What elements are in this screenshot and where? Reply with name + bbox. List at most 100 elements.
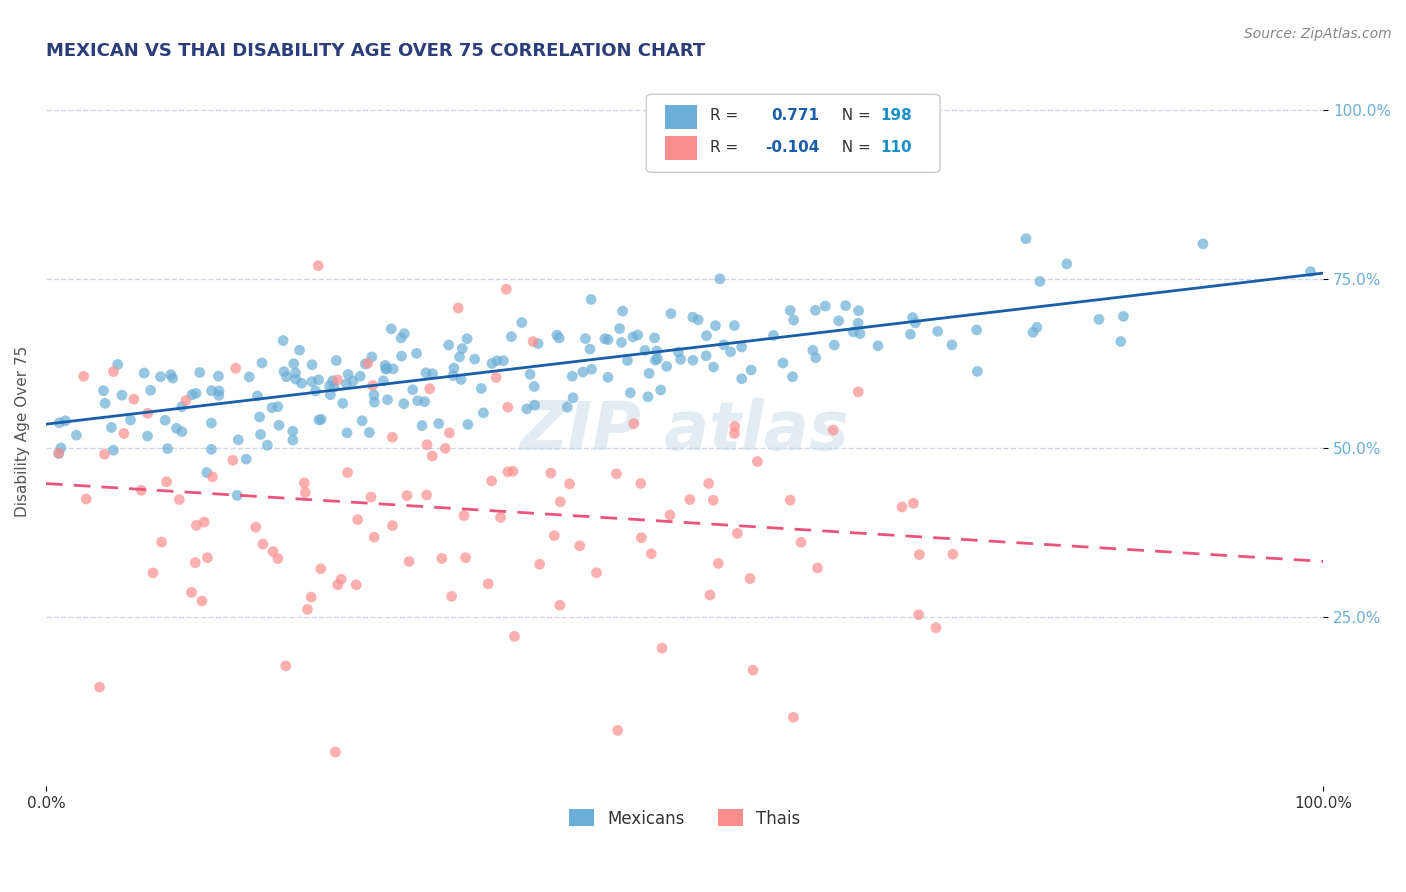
Mexicans [394, 326, 416, 341]
Mexicans [363, 388, 385, 402]
Thais [707, 557, 730, 571]
Mexicans [382, 362, 405, 376]
Thais [495, 282, 517, 296]
Mexicans [695, 349, 717, 363]
Mexicans [207, 369, 229, 384]
Mexicans [510, 316, 533, 330]
Thais [522, 334, 544, 349]
Text: N =: N = [831, 108, 875, 123]
Thais [605, 467, 627, 481]
Thais [344, 578, 367, 592]
Mexicans [200, 416, 222, 430]
Text: MEXICAN VS THAI DISABILITY AGE OVER 75 CORRELATION CHART: MEXICAN VS THAI DISABILITY AGE OVER 75 C… [46, 42, 706, 60]
Thais [252, 537, 274, 551]
Thais [529, 558, 551, 572]
Thais [156, 475, 179, 489]
Thais [201, 470, 224, 484]
Thais [262, 544, 284, 558]
Thais [197, 550, 219, 565]
Thais [294, 485, 316, 500]
Mexicans [139, 383, 162, 397]
Mexicans [650, 383, 672, 397]
Mexicans [235, 452, 257, 467]
Mexicans [779, 303, 801, 318]
Mexicans [389, 331, 412, 345]
Thais [903, 496, 925, 510]
Mexicans [308, 413, 330, 427]
Mexicans [170, 400, 193, 414]
Mexicans [195, 466, 218, 480]
Mexicans [904, 316, 927, 330]
Mexicans [181, 387, 204, 401]
Mexicans [53, 414, 76, 428]
Thais [891, 500, 914, 514]
Mexicans [304, 384, 326, 398]
Mexicans [200, 442, 222, 457]
Thais [477, 576, 499, 591]
Text: 198: 198 [880, 108, 912, 123]
Thais [93, 447, 115, 461]
Thais [779, 493, 801, 508]
Mexicans [208, 384, 231, 398]
Mexicans [291, 376, 314, 391]
Mexicans [337, 368, 360, 382]
Thais [481, 474, 503, 488]
Mexicans [342, 374, 364, 388]
Thais [846, 384, 869, 399]
Text: ZIP atlas: ZIP atlas [520, 398, 849, 464]
Thais [222, 453, 245, 467]
Mexicans [322, 374, 344, 388]
Mexicans [1088, 312, 1111, 326]
Mexicans [1029, 275, 1052, 289]
Mexicans [375, 361, 398, 376]
Mexicans [562, 391, 585, 405]
Thais [430, 551, 453, 566]
Thais [169, 492, 191, 507]
Thais [640, 547, 662, 561]
Mexicans [443, 361, 465, 376]
Mexicans [170, 425, 193, 439]
Thais [274, 658, 297, 673]
Thais [439, 425, 461, 440]
Thais [307, 259, 329, 273]
Mexicans [402, 383, 425, 397]
Mexicans [637, 390, 659, 404]
Mexicans [610, 335, 633, 350]
Mexicans [335, 376, 357, 391]
Mexicans [638, 367, 661, 381]
Thais [548, 598, 571, 612]
Thais [606, 723, 628, 738]
Mexicans [427, 417, 450, 431]
Thais [502, 464, 524, 478]
Mexicans [188, 366, 211, 380]
Thais [630, 476, 652, 491]
Thais [489, 510, 512, 524]
Thais [150, 535, 173, 549]
Mexicans [644, 353, 666, 368]
Mexicans [966, 323, 988, 337]
Thais [142, 566, 165, 580]
Thais [184, 556, 207, 570]
Text: Source: ZipAtlas.com: Source: ZipAtlas.com [1244, 27, 1392, 41]
Thais [790, 535, 813, 549]
Mexicans [647, 351, 669, 366]
Mexicans [814, 299, 837, 313]
Mexicans [772, 356, 794, 370]
Mexicans [501, 329, 523, 343]
Mexicans [634, 343, 657, 358]
Thais [747, 454, 769, 468]
Mexicans [1192, 236, 1215, 251]
Mexicans [308, 373, 330, 387]
Mexicans [927, 324, 949, 338]
Mexicans [966, 364, 988, 378]
Mexicans [704, 318, 727, 333]
Thais [131, 483, 153, 498]
Thais [336, 466, 359, 480]
Mexicans [309, 412, 332, 426]
Mexicans [616, 353, 638, 368]
FancyBboxPatch shape [647, 95, 941, 172]
Mexicans [318, 378, 340, 392]
Mexicans [48, 446, 70, 460]
Mexicans [695, 328, 717, 343]
Mexicans [449, 350, 471, 364]
